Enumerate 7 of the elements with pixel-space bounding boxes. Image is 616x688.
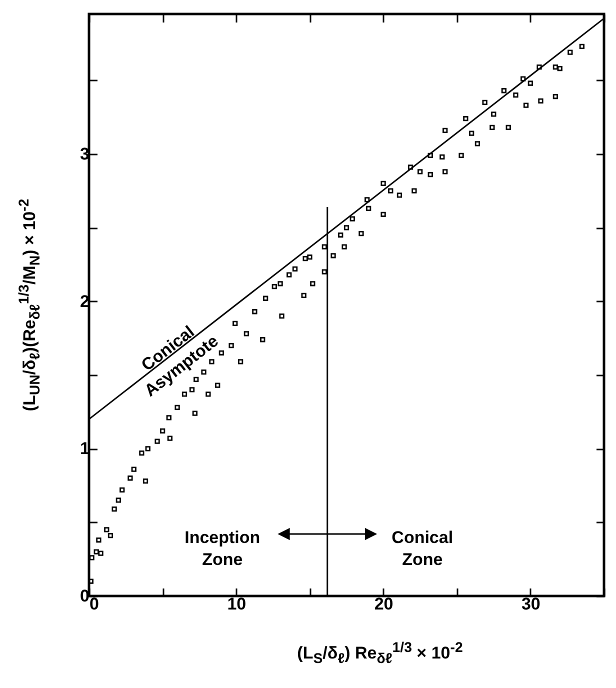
annotation: Conical Zone [392,528,454,569]
x-tick-label: 20 [374,594,394,614]
annotation: Inception Zone [184,528,260,569]
text: (L$_{S}$/δ$_{ℓ}$) Re$_{δℓ}$$^{1/3}$ × 10$^{-2}$ [297,640,463,668]
x-tick-label: 30 [521,594,540,614]
y-tick-label: 1 [80,439,90,458]
x-tick-label: 10 [227,594,246,614]
